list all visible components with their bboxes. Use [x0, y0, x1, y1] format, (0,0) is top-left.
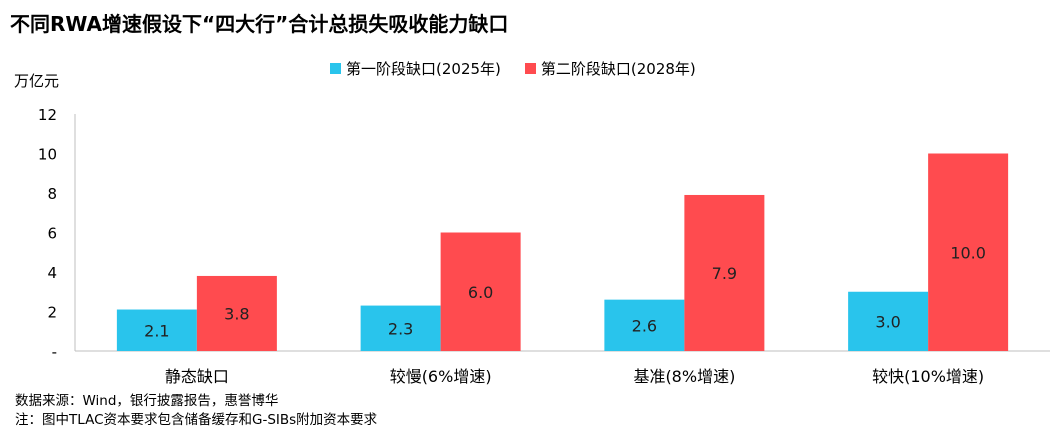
- x-tick-label: 静态缺口: [165, 367, 229, 386]
- bar-series-2-2: [440, 232, 521, 351]
- footnote: 注：图中TLAC资本要求包含储备缓存和G-SIBs附加资本要求: [15, 412, 378, 428]
- data-label: 3.0: [875, 312, 900, 331]
- x-tick-label: 较快(10%增速): [872, 367, 984, 386]
- y-tick-label: 8: [47, 185, 57, 203]
- y-tick-label: 10: [38, 146, 57, 164]
- y-tick-label: -: [52, 343, 57, 361]
- bar-series-2-1: [196, 275, 277, 351]
- legend-label-series-2: 第二阶段缺口(2028年): [540, 60, 696, 78]
- data-label: 6.0: [468, 283, 493, 302]
- bar-series-1-2: [360, 305, 441, 351]
- data-label: 10.0: [950, 243, 986, 262]
- legend-swatch-series-1: [330, 63, 341, 74]
- chart-notes: 数据来源：Wind，银行披露报告，惠誉博华 注：图中TLAC资本要求包含储备缓存…: [15, 392, 377, 430]
- data-label: 2.1: [144, 321, 169, 340]
- bar-series-1-3: [604, 299, 685, 351]
- data-label: 3.8: [224, 304, 249, 323]
- bar-series-2-4: [928, 153, 1009, 351]
- x-tick-label: 基准(8%增速): [633, 367, 735, 386]
- data-label: 2.3: [388, 319, 413, 338]
- bar-series-1-4: [848, 291, 929, 351]
- y-axis-label: 万亿元: [14, 72, 59, 90]
- y-tick-label: 6: [47, 225, 57, 243]
- legend-swatch-series-2: [524, 63, 536, 74]
- data-label: 7.9: [712, 264, 737, 283]
- bar-series-1-1: [116, 309, 197, 351]
- legend-item-series-1: 第一阶段缺口(2025年): [330, 58, 501, 79]
- data-label: 2.6: [632, 316, 657, 335]
- legend-item-series-2: 第二阶段缺口(2028年): [524, 58, 696, 79]
- bar-series-2-3: [684, 194, 765, 351]
- legend-label-series-1: 第一阶段缺口(2025年): [346, 60, 501, 78]
- source-note: 数据来源：Wind，银行披露报告，惠誉博华: [15, 393, 279, 409]
- y-tick-label: 2: [47, 304, 57, 322]
- x-tick-label: 较慢(6%增速): [390, 367, 492, 386]
- chart-legend: 第一阶段缺口(2025年) 第二阶段缺口(2028年): [330, 58, 720, 79]
- chart-title: 不同RWA增速假设下“四大行”合计总损失吸收能力缺口: [10, 12, 509, 36]
- y-tick-label: 4: [47, 264, 57, 282]
- y-tick-label: 12: [38, 106, 57, 124]
